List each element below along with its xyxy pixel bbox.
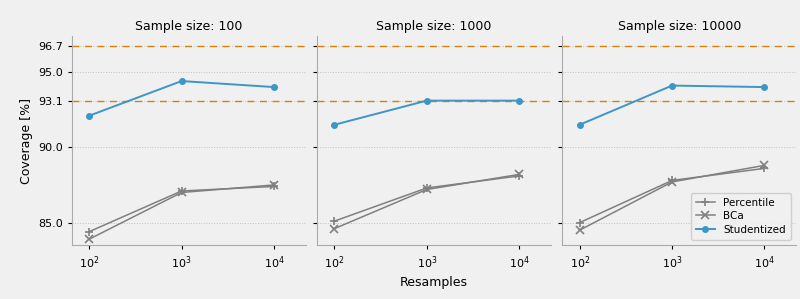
X-axis label: Resamples: Resamples <box>400 276 468 289</box>
Title: Sample size: 10000: Sample size: 10000 <box>618 20 741 33</box>
Legend: Percentile, BCa, Studentized: Percentile, BCa, Studentized <box>690 193 790 240</box>
Title: Sample size: 100: Sample size: 100 <box>135 20 242 33</box>
Y-axis label: Coverage [%]: Coverage [%] <box>19 97 33 184</box>
Title: Sample size: 1000: Sample size: 1000 <box>376 20 492 33</box>
